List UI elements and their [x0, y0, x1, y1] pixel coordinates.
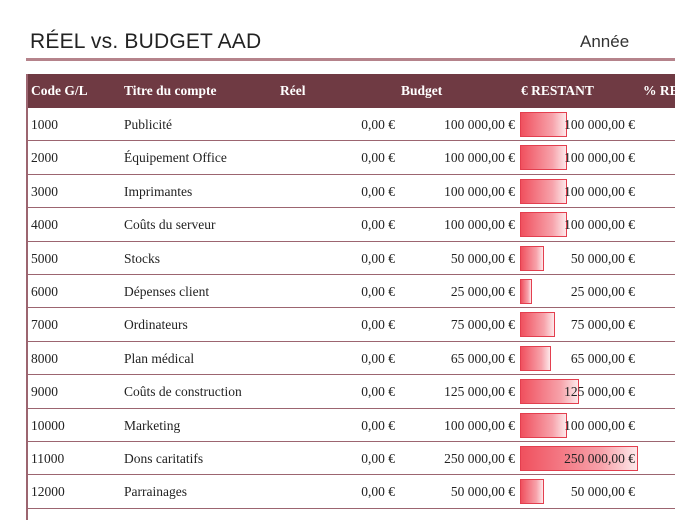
table-row: 2000 Équipement Office 0,00 € 100 000,00 € 1… [28, 141, 675, 175]
cell-code[interactable]: 4000 [31, 217, 58, 233]
cell-code[interactable]: 12000 [31, 484, 65, 500]
cell-title[interactable]: Stocks [124, 250, 161, 266]
title-divider [26, 58, 675, 61]
column-header-restant[interactable]: € RESTANT [521, 83, 594, 98]
column-header-budget[interactable]: Budget [401, 83, 443, 98]
column-header-reel[interactable]: Réel [280, 83, 306, 98]
cell-code[interactable]: 5000 [31, 250, 58, 266]
cell-restant[interactable]: 100 000,00 € [564, 150, 635, 166]
cell-restant[interactable]: 50 000,00 € [570, 250, 635, 266]
cell-restant[interactable]: 100 000,00 € [564, 217, 635, 233]
restant-databar [520, 279, 532, 304]
cell-title[interactable]: Plan médical [124, 350, 195, 366]
cell-code[interactable]: 10000 [31, 417, 65, 433]
cell-code[interactable]: 9000 [31, 384, 58, 400]
restant-databar [520, 112, 568, 137]
cell-budget[interactable]: 65 000,00 € [450, 350, 515, 366]
budget-table: Code G/L Titre du compte Réel Budget € R… [26, 74, 675, 520]
cell-code[interactable]: 7000 [31, 317, 58, 333]
cell-code[interactable]: 6000 [31, 284, 58, 299]
cell-reel[interactable]: 0,00 € [361, 183, 395, 199]
restant-databar [520, 446, 638, 471]
cell-title[interactable]: Dépenses client [124, 284, 210, 299]
cell-restant[interactable]: 100 000,00 € [564, 417, 635, 433]
cell-budget[interactable]: 50 000,00 € [450, 484, 515, 500]
cell-restant[interactable]: 250 000,00 € [564, 451, 635, 466]
cell-restant[interactable]: 65 000,00 € [570, 350, 635, 366]
table-row: 11000 Dons caritatifs 0,00 € 250 000,00 € 25… [28, 442, 675, 476]
restant-databar [520, 479, 544, 505]
cell-reel[interactable]: 0,00 € [361, 117, 395, 132]
restant-databar [520, 379, 579, 405]
cell-budget[interactable]: 100 000,00 € [444, 217, 515, 233]
table-row: 8000 Plan médical 0,00 € 65 000,00 € 65 000,… [28, 342, 675, 376]
cell-restant[interactable]: 100 000,00 € [564, 117, 635, 132]
table-row: 1000 Publicité 0,00 € 100 000,00 € 100 000,0… [28, 108, 675, 142]
cell-reel[interactable]: 0,00 € [361, 317, 395, 333]
table-row: 7000 Ordinateurs 0,00 € 75 000,00 € 75 000,0… [28, 308, 675, 342]
restant-databar [520, 178, 568, 204]
cell-restant[interactable]: 100 000,00 € [564, 183, 635, 199]
restant-databar [520, 412, 568, 438]
cell-budget[interactable]: 25 000,00 € [450, 284, 515, 299]
cell-budget[interactable]: 75 000,00 € [450, 317, 515, 333]
table-row: 12000 Parrainages 0,00 € 50 000,00 € 50 000,… [28, 475, 675, 509]
cell-code[interactable]: 1000 [31, 117, 58, 132]
column-header-pct-restant[interactable]: % RE [643, 83, 675, 98]
cell-budget[interactable]: 250 000,00 € [444, 451, 515, 466]
table-row: 9000 Coûts de construction 0,00 € 125 000,0… [28, 375, 675, 409]
cell-reel[interactable]: 0,00 € [361, 484, 395, 500]
cell-title[interactable]: Coûts de construction [124, 384, 242, 400]
cell-code[interactable]: 3000 [31, 183, 58, 199]
cell-title[interactable]: Publicité [124, 117, 172, 132]
cell-reel[interactable]: 0,00 € [361, 284, 395, 299]
cell-restant[interactable]: 50 000,00 € [570, 484, 635, 500]
restant-databar [520, 312, 556, 338]
page-title: RÉEL vs. BUDGET AAD [30, 30, 262, 53]
cell-reel[interactable]: 0,00 € [361, 384, 395, 400]
cell-budget[interactable]: 100 000,00 € [444, 417, 515, 433]
cell-restant[interactable]: 75 000,00 € [570, 317, 635, 333]
table-row: 4000 Coûts du serveur 0,00 € 100 000,00 € 10… [28, 208, 675, 242]
cell-reel[interactable]: 0,00 € [361, 417, 395, 433]
table-row: 10000 Marketing 0,00 € 100 000,00 € 100 000,… [28, 409, 675, 442]
cell-budget[interactable]: 100 000,00 € [444, 150, 515, 166]
table-row: 6000 Dépenses client 0,00 € 25 000,00 € 25 0… [28, 275, 675, 309]
column-header-title[interactable]: Titre du compte [124, 83, 217, 98]
cell-reel[interactable]: 0,00 € [361, 451, 395, 466]
cell-title[interactable]: Parrainages [124, 484, 187, 500]
table-row: 3000 Imprimantes 0,00 € 100 000,00 € 100 000… [28, 175, 675, 209]
cell-title[interactable]: Ordinateurs [124, 317, 188, 333]
cell-budget[interactable]: 125 000,00 € [444, 384, 515, 400]
cell-reel[interactable]: 0,00 € [361, 250, 395, 266]
year-label[interactable]: Année [580, 32, 630, 51]
cell-title[interactable]: Imprimantes [124, 183, 193, 199]
cell-code[interactable]: 2000 [31, 150, 58, 166]
cell-title[interactable]: Marketing [124, 417, 181, 433]
cell-title[interactable]: Dons caritatifs [124, 451, 204, 466]
restant-databar [520, 212, 568, 238]
cell-reel[interactable]: 0,00 € [361, 350, 395, 366]
cell-reel[interactable]: 0,00 € [361, 150, 395, 166]
column-header-code[interactable]: Code G/L [31, 83, 88, 98]
cell-budget[interactable]: 50 000,00 € [450, 250, 515, 266]
table-row: 5000 Stocks 0,00 € 50 000,00 € 50 000,00 € [28, 242, 675, 275]
cell-restant[interactable]: 25 000,00 € [570, 284, 635, 299]
table-header: Code G/L Titre du compte Réel Budget € R… [28, 74, 675, 108]
cell-title[interactable]: Équipement Office [124, 150, 227, 166]
restant-databar [520, 145, 568, 171]
restant-databar [520, 245, 544, 271]
cell-code[interactable]: 8000 [31, 350, 58, 366]
cell-budget[interactable]: 100 000,00 € [444, 183, 515, 199]
cell-budget[interactable]: 100 000,00 € [444, 117, 515, 132]
cell-reel[interactable]: 0,00 € [361, 217, 395, 233]
cell-title[interactable]: Coûts du serveur [124, 217, 216, 233]
restant-databar [520, 345, 551, 371]
cell-code[interactable]: 11000 [31, 451, 65, 466]
cell-restant[interactable]: 125 000,00 € [564, 384, 635, 400]
